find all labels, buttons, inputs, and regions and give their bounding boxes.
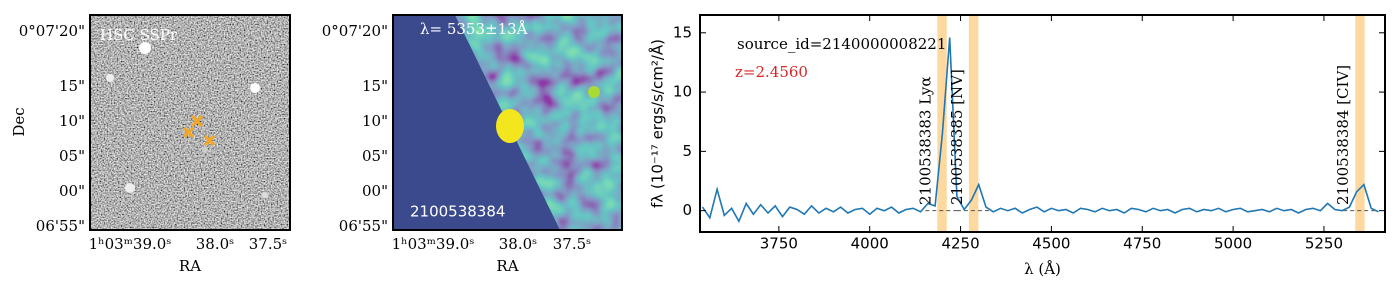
y-tick-label: 10"	[59, 112, 85, 130]
frame	[89, 14, 291, 231]
panel-title: HSC SSPr	[100, 26, 178, 44]
x-tick-label: 1ʰ03ᵐ39.0ˢ	[392, 235, 475, 253]
x-tick-label: 37.5ˢ	[249, 235, 287, 253]
x-tick-label: 38.0ˢ	[196, 235, 234, 253]
y-tick-label: 15	[673, 23, 692, 41]
x-tick-label: 4500	[1032, 235, 1070, 253]
source-id: source_id=2140000008221	[737, 35, 946, 53]
y-tick-label: 06'55"	[36, 217, 85, 235]
wavelength-annotation: λ= 5353±13Å	[420, 20, 528, 38]
redshift: z=2.4560	[735, 63, 808, 81]
x-axis-label: λ (Å)	[1024, 260, 1061, 278]
axes-frame	[699, 14, 1386, 233]
line-label: 2100538385 [NV]	[948, 69, 966, 205]
line-label: 2100538384 [CIV]	[1334, 65, 1352, 205]
frame	[392, 14, 623, 231]
x-axis-label: RA	[179, 257, 201, 275]
y-tick-label: 0°07'20"	[19, 22, 85, 40]
x-axis-label: RA	[496, 257, 518, 275]
x-tick-label: 38.0ˢ	[499, 235, 537, 253]
y-axis-label: Dec	[10, 107, 28, 136]
x-tick-label: 5000	[1214, 235, 1252, 253]
spectrum-line	[701, 37, 1379, 224]
y-tick-label: 06'55"	[339, 217, 388, 235]
y-tick-label: 0°07'20"	[322, 22, 388, 40]
line-label: 2100538383 Lyα	[916, 76, 934, 205]
y-tick-label: 05"	[362, 147, 388, 165]
line-band	[937, 15, 947, 232]
x-tick-label: 4000	[851, 235, 889, 253]
x-tick-label: 4750	[1123, 235, 1161, 253]
y-tick-label: 00"	[59, 182, 85, 200]
y-tick-label: 5	[682, 142, 692, 160]
y-tick-label: 05"	[59, 147, 85, 165]
x-tick-label: 4250	[941, 235, 979, 253]
x-tick-label: 3750	[760, 235, 798, 253]
object-id: 2100538384	[410, 203, 505, 221]
line-band	[968, 15, 979, 232]
y-tick-label: 15"	[362, 77, 388, 95]
line-band	[1355, 15, 1365, 232]
y-tick-label: 15"	[59, 77, 85, 95]
x-tick-label: 5250	[1305, 235, 1343, 253]
narrowband-image	[393, 15, 622, 230]
hsc-image	[90, 15, 290, 230]
y-tick-label: 0	[682, 201, 692, 219]
plot-area	[701, 15, 1379, 232]
y-tick-label: 10"	[362, 112, 388, 130]
x-tick-label: 1ʰ03ᵐ39.0ˢ	[89, 235, 172, 253]
x-tick-label: 37.5ˢ	[553, 235, 591, 253]
y-tick-label: 00"	[362, 182, 388, 200]
y-axis-label: fλ (10⁻¹⁷ ergs/s/cm²/Å)	[648, 39, 667, 208]
y-tick-label: 10	[673, 83, 692, 101]
